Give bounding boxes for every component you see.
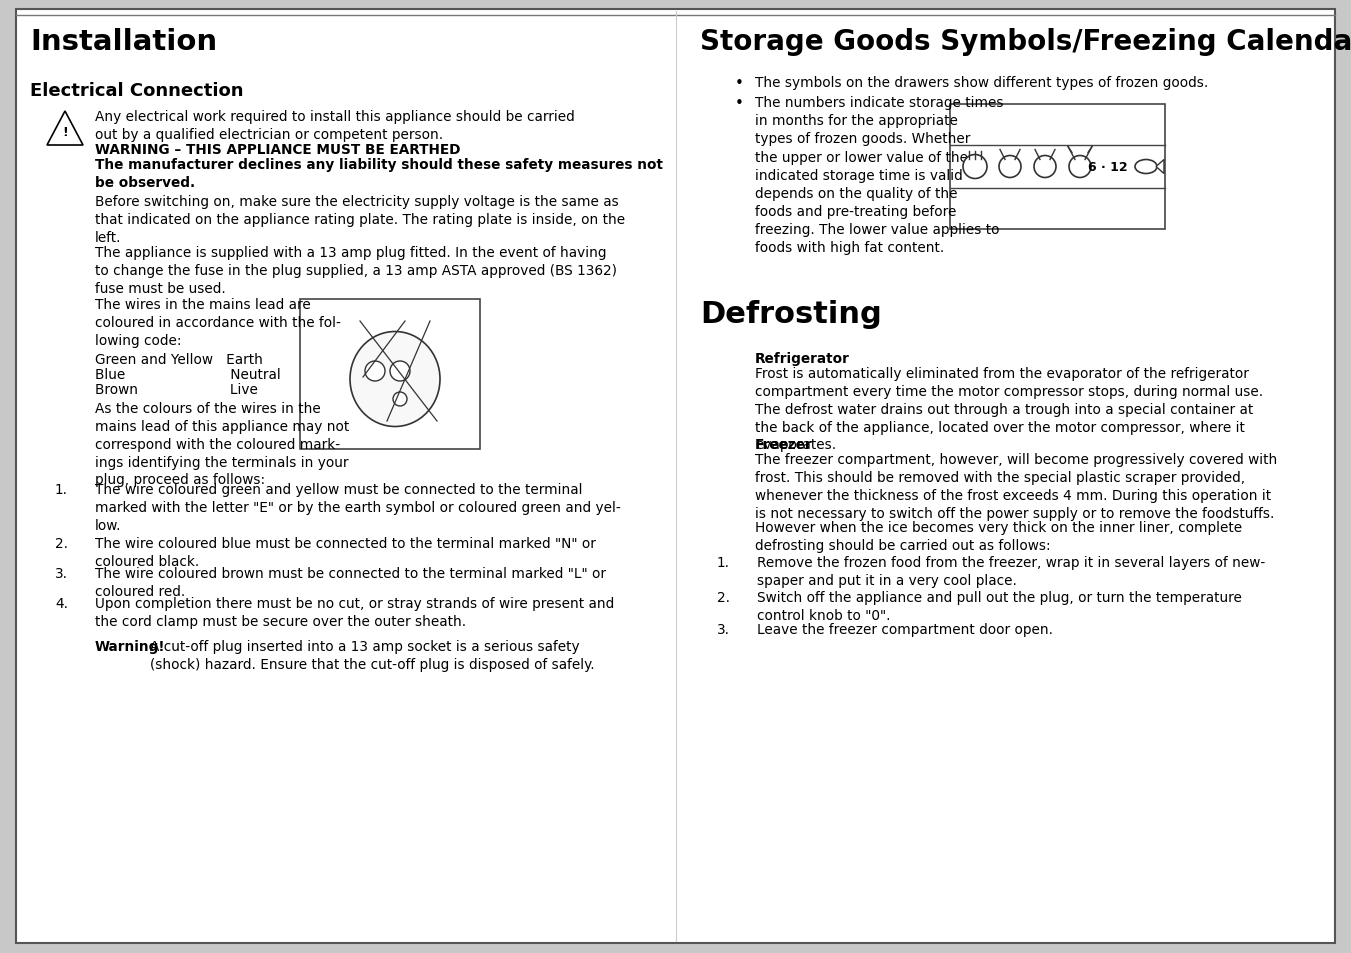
Ellipse shape (1135, 160, 1156, 174)
Text: !: ! (62, 126, 68, 138)
Text: Storage Goods Symbols/Freezing Calendar: Storage Goods Symbols/Freezing Calendar (700, 28, 1351, 56)
Text: Freezer: Freezer (755, 437, 812, 452)
Text: WARNING – THIS APPLIANCE MUST BE EARTHED: WARNING – THIS APPLIANCE MUST BE EARTHED (95, 143, 461, 157)
Bar (300, 299, 480, 450)
Text: Defrosting: Defrosting (700, 299, 882, 329)
Ellipse shape (350, 333, 440, 427)
Text: The wire coloured blue must be connected to the terminal marked "N" or
coloured : The wire coloured blue must be connected… (95, 537, 596, 568)
Circle shape (393, 393, 407, 407)
Text: A cut-off plug inserted into a 13 amp socket is a serious safety
(shock) hazard.: A cut-off plug inserted into a 13 amp so… (150, 639, 594, 671)
Text: 3.: 3. (717, 622, 730, 637)
Text: The numbers indicate storage times
in months for the appropriate
types of frozen: The numbers indicate storage times in mo… (755, 96, 1004, 255)
Text: Before switching on, make sure the electricity supply voltage is the same as
tha: Before switching on, make sure the elect… (95, 194, 626, 244)
Text: Refrigerator: Refrigerator (755, 352, 850, 366)
Circle shape (1069, 156, 1092, 178)
Text: Installation: Installation (30, 28, 218, 56)
Text: Any electrical work required to install this appliance should be carried
out by : Any electrical work required to install … (95, 110, 574, 142)
Text: Upon completion there must be no cut, or stray strands of wire present and
the c: Upon completion there must be no cut, or… (95, 597, 615, 628)
Text: 2.: 2. (55, 537, 68, 551)
Text: Green and Yellow   Earth: Green and Yellow Earth (95, 353, 263, 367)
Text: 1.: 1. (717, 556, 730, 569)
Circle shape (1034, 156, 1056, 178)
Text: The manufacturer declines any liability should these safety measures not
be obse: The manufacturer declines any liability … (95, 158, 663, 190)
Text: •: • (735, 96, 744, 111)
Text: The symbols on the drawers show different types of frozen goods.: The symbols on the drawers show differen… (755, 76, 1208, 90)
Polygon shape (1156, 160, 1165, 174)
Circle shape (390, 361, 409, 381)
Text: 3.: 3. (55, 566, 68, 580)
Text: Electrical Connection: Electrical Connection (30, 82, 243, 100)
Text: 1.: 1. (55, 482, 68, 497)
Text: The wire coloured brown must be connected to the terminal marked "L" or
coloured: The wire coloured brown must be connecte… (95, 566, 607, 598)
Text: Remove the frozen food from the freezer, wrap it in several layers of new-
spape: Remove the frozen food from the freezer,… (757, 556, 1266, 587)
Text: Blue                        Neutral: Blue Neutral (95, 368, 281, 381)
Circle shape (998, 156, 1021, 178)
Text: The wires in the mains lead are
coloured in accordance with the fol-
lowing code: The wires in the mains lead are coloured… (95, 297, 340, 347)
Text: Warning!: Warning! (95, 639, 166, 654)
Text: As the colours of the wires in the
mains lead of this appliance may not
correspo: As the colours of the wires in the mains… (95, 401, 350, 487)
Circle shape (963, 155, 988, 179)
Text: 6 · 12: 6 · 12 (1088, 161, 1128, 173)
Text: Leave the freezer compartment door open.: Leave the freezer compartment door open. (757, 622, 1052, 637)
Text: 2.: 2. (717, 590, 730, 604)
Text: The appliance is supplied with a 13 amp plug fitted. In the event of having
to c: The appliance is supplied with a 13 amp … (95, 246, 617, 295)
Text: Switch off the appliance and pull out the plug, or turn the temperature
control : Switch off the appliance and pull out th… (757, 590, 1242, 622)
Text: The wire coloured green and yellow must be connected to the terminal
marked with: The wire coloured green and yellow must … (95, 482, 620, 532)
Text: Frost is automatically eliminated from the evaporator of the refrigerator
compar: Frost is automatically eliminated from t… (755, 367, 1263, 452)
Polygon shape (47, 112, 82, 146)
Text: However when the ice becomes very thick on the inner liner, complete
defrosting : However when the ice becomes very thick … (755, 520, 1242, 553)
Text: •: • (735, 76, 744, 91)
Text: The freezer compartment, however, will become progressively covered with
frost. : The freezer compartment, however, will b… (755, 453, 1277, 520)
Circle shape (365, 361, 385, 381)
Text: Brown                     Live: Brown Live (95, 382, 258, 396)
Text: 4.: 4. (55, 597, 68, 610)
Bar (950, 105, 1165, 230)
